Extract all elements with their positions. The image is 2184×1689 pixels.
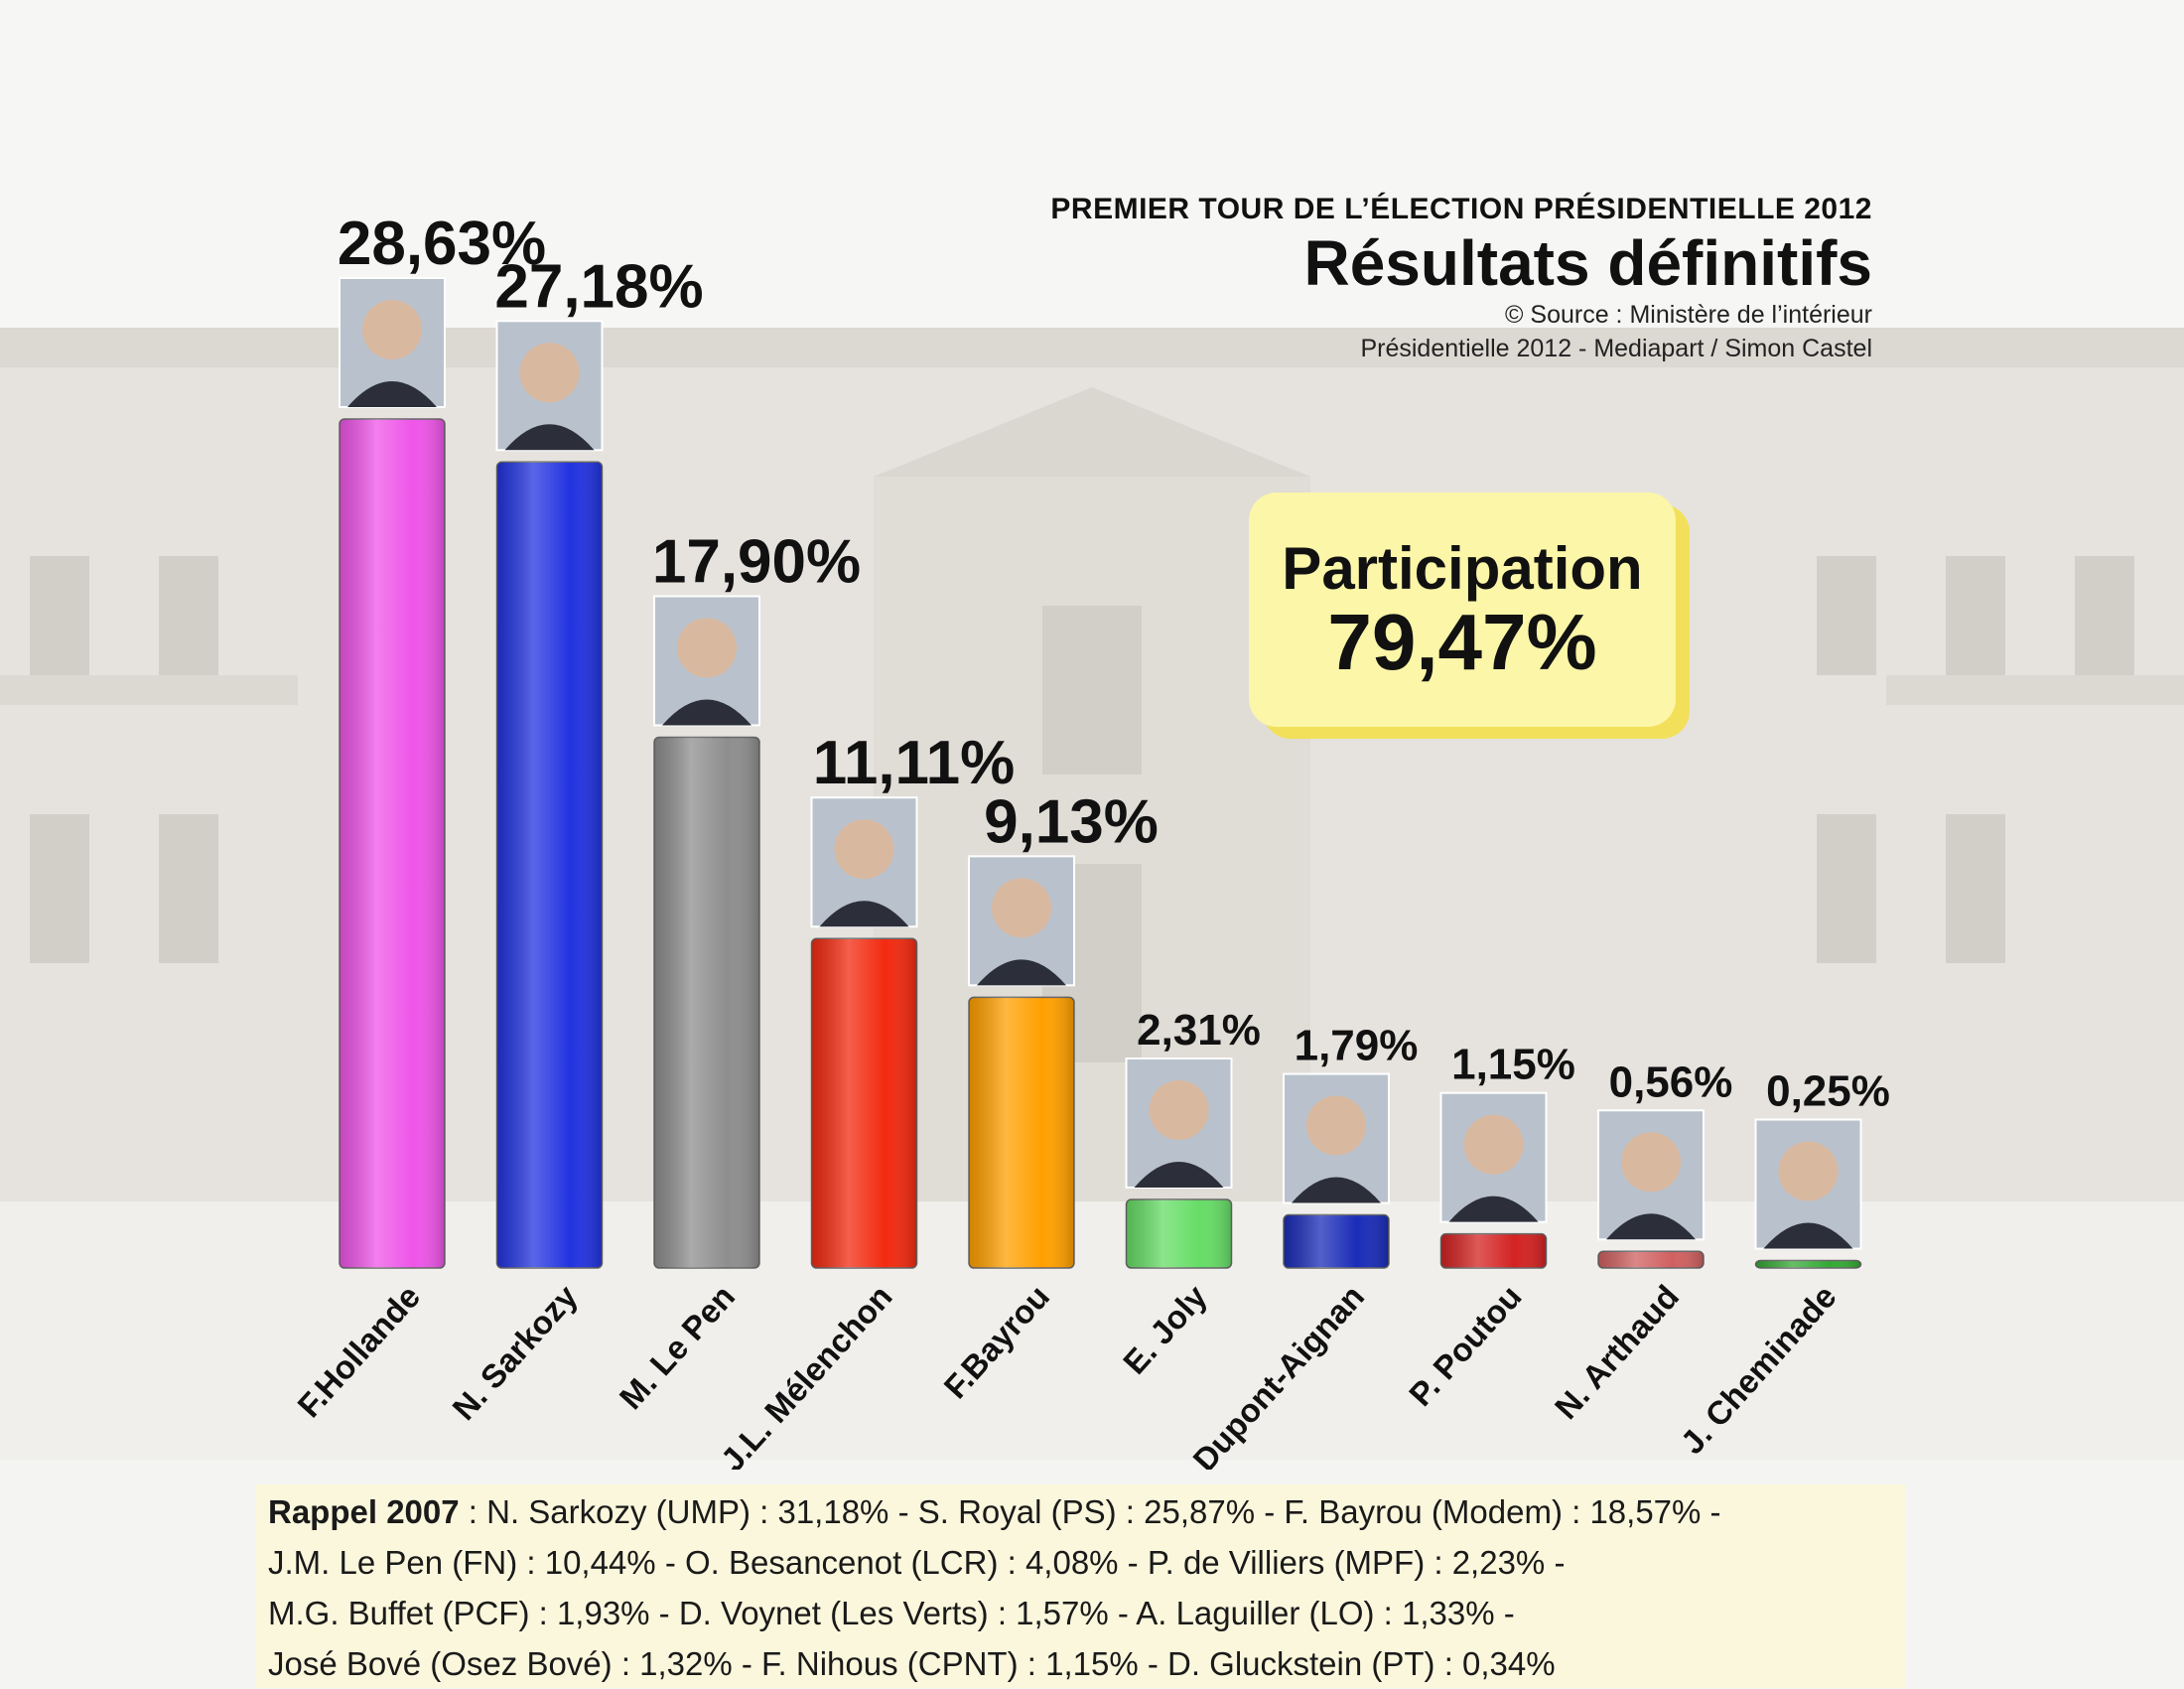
portrait-melenchon	[810, 796, 918, 928]
chart-title: Résultats définitifs	[1303, 227, 1872, 299]
value-label-n-sarkozy: 27,18%	[494, 252, 703, 321]
value-label-f-hollande: 28,63%	[338, 210, 546, 278]
value-label-n-dupont-aignan: 1,79%	[1295, 1022, 1419, 1070]
bar-shine-e-joly	[1126, 1199, 1232, 1268]
bar-shine-n-dupont-aignan	[1284, 1214, 1389, 1268]
portrait-le-pen	[653, 595, 760, 727]
bar-shine-n-sarkozy	[496, 462, 603, 1268]
category-label-j-cheminade: J. Cheminade	[1674, 1278, 1843, 1461]
portrait-dupont-aignan	[1283, 1072, 1390, 1204]
portrait-cheminade	[1754, 1118, 1862, 1250]
bar-shine-m-le-pen	[654, 737, 759, 1268]
bar-shine-f-hollande	[340, 419, 445, 1268]
portrait-bayrou	[968, 855, 1075, 987]
bar-shine-j-l-melenchon	[811, 938, 917, 1268]
rappel-line-2: J.M. Le Pen (FN) : 10,44% - O. Besanceno…	[268, 1544, 1566, 1581]
value-label-f-bayrou: 9,13%	[984, 787, 1159, 856]
category-label-e-joly: E. Joly	[1116, 1277, 1214, 1380]
category-label-j-l-melenchon: J.L. Mélenchon	[714, 1278, 899, 1470]
value-label-e-joly: 2,31%	[1137, 1006, 1261, 1055]
category-label-n-arthaud: N. Arthaud	[1548, 1278, 1687, 1426]
bar-shine-n-arthaud	[1598, 1251, 1704, 1268]
portrait-arthaud	[1597, 1109, 1705, 1241]
chart-subtitle: PREMIER TOUR DE L’ÉLECTION PRÉSIDENTIELL…	[1050, 193, 1872, 225]
category-label-f-hollande: F.Hollande	[290, 1278, 427, 1424]
bar-shine-f-bayrou	[969, 997, 1074, 1268]
bar-shine-p-poutou	[1440, 1233, 1547, 1268]
value-label-p-poutou: 1,15%	[1451, 1041, 1575, 1089]
category-label-m-le-pen: M. Le Pen	[613, 1278, 743, 1416]
participation-box: Participation 79,47%	[1249, 493, 1676, 727]
bar-shine-j-cheminade	[1755, 1260, 1861, 1268]
value-label-m-le-pen: 17,90%	[652, 527, 861, 596]
portrait-sarkozy	[495, 320, 604, 452]
value-label-j-cheminade: 0,25%	[1766, 1067, 1890, 1116]
rappel-heading: Rappel 2007	[268, 1493, 460, 1530]
value-label-j-l-melenchon: 11,11%	[813, 729, 1015, 797]
participation-value: 79,47%	[1327, 598, 1597, 686]
rappel-2007-box: Rappel 2007 : N. Sarkozy (UMP) : 31,18% …	[256, 1484, 1906, 1688]
rappel-line-1: : N. Sarkozy (UMP) : 31,18% - S. Royal (…	[459, 1493, 1721, 1530]
background-palace-image	[0, 328, 2184, 1201]
category-label-f-bayrou: F.Bayrou	[936, 1278, 1056, 1405]
credit-note: Présidentielle 2012 - Mediapart / Simon …	[1360, 335, 1872, 362]
category-label-p-poutou: P. Poutou	[1402, 1278, 1529, 1413]
category-label-n-sarkozy: N. Sarkozy	[445, 1277, 585, 1427]
rappel-line-3: M.G. Buffet (PCF) : 1,93% - D. Voynet (L…	[268, 1595, 1515, 1631]
rappel-line: Rappel 2007 : N. Sarkozy (UMP) : 31,18% …	[268, 1486, 1894, 1537]
source-note: © Source : Ministère de l’intérieur	[1505, 301, 1872, 329]
portrait-hollande	[339, 277, 446, 408]
value-label-n-arthaud: 0,56%	[1609, 1057, 1733, 1106]
portrait-joly	[1125, 1057, 1233, 1190]
chart-header: PREMIER TOUR DE L’ÉLECTION PRÉSIDENTIELL…	[1050, 193, 1872, 365]
participation-label: Participation	[1282, 535, 1643, 602]
results-bar-chart: 28,63% F.Hollande 27,18% N. Sarkozy 17,90% M.…	[290, 210, 1890, 1470]
portrait-poutou	[1439, 1091, 1548, 1223]
rappel-line-4: José Bové (Osez Bové) : 1,32% - F. Nihou…	[268, 1645, 1556, 1682]
